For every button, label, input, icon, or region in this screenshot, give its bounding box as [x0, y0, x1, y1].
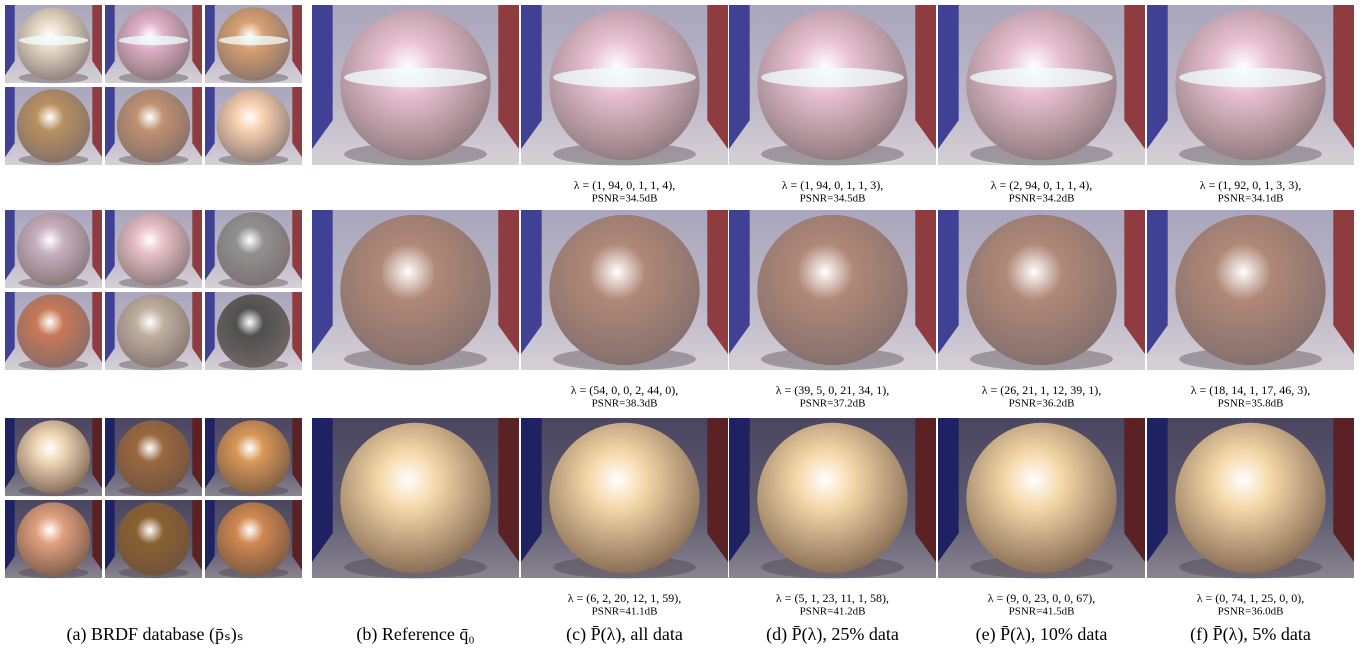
panel-caption: (b) Reference q̄₀ [356, 624, 474, 645]
psnr-label: PSNR=34.1dB [1218, 193, 1284, 205]
lambda-label: λ = (54, 0, 0, 2, 44, 0), [571, 383, 679, 397]
render [521, 210, 728, 371]
render [938, 210, 1145, 371]
render [105, 210, 202, 289]
render [5, 500, 102, 579]
render [205, 5, 302, 84]
render [1147, 5, 1354, 166]
panel-caption: (e) P̄(λ), 10% data [976, 624, 1108, 645]
psnr-label: PSNR=41.5dB [1009, 606, 1075, 618]
render [312, 418, 519, 579]
render [729, 5, 936, 166]
psnr-label: PSNR=35.8dB [1218, 398, 1284, 410]
render [521, 418, 728, 579]
psnr-label: PSNR=34.2dB [1009, 193, 1075, 205]
lambda-label: λ = (2, 94, 0, 1, 1, 4), [991, 178, 1093, 192]
render [729, 418, 936, 579]
lambda-label: λ = (5, 1, 23, 11, 1, 58), [776, 591, 889, 605]
panel-caption: (d) P̄(λ), 25% data [766, 624, 899, 645]
psnr-label: PSNR=36.2dB [1009, 398, 1075, 410]
lambda-label: λ = (1, 92, 0, 1, 3, 3), [1200, 178, 1302, 192]
lambda-label: λ = (18, 14, 1, 17, 46, 3), [1191, 383, 1311, 397]
lambda-label: λ = (9, 0, 23, 0, 0, 67), [988, 591, 1096, 605]
psnr-label: PSNR=38.3dB [592, 398, 658, 410]
render [938, 5, 1145, 166]
render [105, 292, 202, 371]
render [205, 292, 302, 371]
render [1147, 418, 1354, 579]
render [312, 210, 519, 371]
render [105, 500, 202, 579]
render [312, 5, 519, 166]
render [5, 210, 102, 289]
psnr-label: PSNR=34.5dB [592, 193, 658, 205]
render [5, 418, 102, 497]
render [5, 5, 102, 84]
render [5, 292, 102, 371]
psnr-label: PSNR=34.5dB [800, 193, 866, 205]
psnr-label: PSNR=37.2dB [800, 398, 866, 410]
panel-caption: (f) P̄(λ), 5% data [1190, 624, 1311, 645]
render [5, 87, 102, 166]
render [1147, 210, 1354, 371]
render [729, 210, 936, 371]
render [205, 500, 302, 579]
render [105, 87, 202, 166]
lambda-label: λ = (26, 21, 1, 12, 39, 1), [982, 383, 1102, 397]
lambda-label: λ = (6, 2, 20, 12, 1, 59), [568, 591, 682, 605]
render [105, 5, 202, 84]
render [938, 418, 1145, 579]
lambda-label: λ = (0, 74, 1, 25, 0, 0), [1197, 591, 1305, 605]
render [205, 418, 302, 497]
render [105, 418, 202, 497]
render [205, 87, 302, 166]
psnr-label: PSNR=36.0dB [1218, 606, 1284, 618]
psnr-label: PSNR=41.1dB [592, 606, 658, 618]
panel-caption: (c) P̄(λ), all data [566, 624, 683, 645]
lambda-label: λ = (1, 94, 0, 1, 1, 4), [574, 178, 676, 192]
render [205, 210, 302, 289]
psnr-label: PSNR=41.2dB [800, 606, 866, 618]
lambda-label: λ = (39, 5, 0, 21, 34, 1), [776, 383, 890, 397]
panel-caption: (a) BRDF database (p̄ₛ)ₛ [67, 624, 244, 645]
render [521, 5, 728, 166]
lambda-label: λ = (1, 94, 0, 1, 1, 3), [782, 178, 884, 192]
